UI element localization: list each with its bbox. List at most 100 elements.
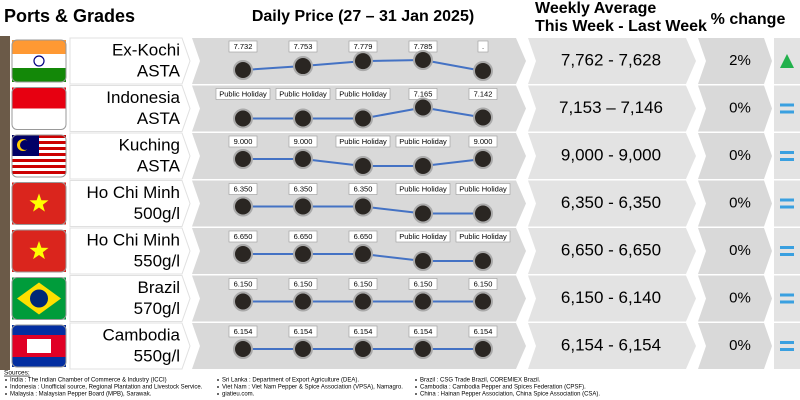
price-label-box <box>228 183 258 195</box>
row: Kuching ASTA 9.000 9.000 Public Holiday Publi… <box>11 132 800 180</box>
flag <box>12 40 66 82</box>
source-line: Sri Lanka : Department of Export Agricul… <box>222 378 359 384</box>
row-bg <box>774 323 800 369</box>
bullet <box>5 379 7 381</box>
row-bg <box>698 133 772 179</box>
bullet <box>415 393 417 395</box>
flag-wheel <box>33 55 45 67</box>
price-dot <box>233 244 253 264</box>
price-label: 6.154 <box>234 327 253 336</box>
percent-change: 0% <box>729 194 751 211</box>
price-label: 6.154 <box>294 327 313 336</box>
weekly-average: 6,650 - 6,650 <box>561 240 661 259</box>
weekly-average: 7,153 – 7,146 <box>559 98 663 117</box>
flag-band <box>12 54 66 68</box>
flag-band <box>12 108 66 130</box>
row-bg <box>528 85 696 132</box>
price-label-box <box>455 183 511 195</box>
row-bg <box>698 180 772 227</box>
row-bg <box>69 180 191 227</box>
row-bg <box>528 133 696 179</box>
row: Ex-Kochi ASTA 7.732 7.753 7.779 7.785. 7,762 -… <box>11 37 800 85</box>
price-label-box <box>288 183 318 195</box>
trend-equal <box>780 246 794 249</box>
price-dot <box>473 251 493 271</box>
port-name: Indonesia <box>106 88 180 107</box>
percent-change: 0% <box>729 242 751 259</box>
bullet <box>217 393 219 395</box>
source-line: China : Hainan Pepper Association, China… <box>420 392 600 398</box>
percent-change: 0% <box>729 147 751 164</box>
row-bg <box>774 275 800 322</box>
price-dot <box>413 339 433 359</box>
bullet <box>217 386 219 388</box>
price-dot <box>353 156 373 176</box>
price-label-box <box>468 88 498 100</box>
price-label: 7.142 <box>474 89 493 98</box>
price-dot <box>293 149 313 169</box>
price-label: Public Holiday <box>219 89 267 98</box>
price-label: 6.154 <box>474 327 493 336</box>
row-bg <box>69 132 191 180</box>
source-line: Indonesia : Unofficial source, Regional … <box>10 385 203 391</box>
trend-equal <box>780 198 794 202</box>
price-label: 7.785 <box>414 42 433 51</box>
price-label-box <box>348 325 378 338</box>
grade: ASTA <box>137 156 181 175</box>
price-dot <box>413 203 433 224</box>
weekly-average: 6,154 - 6,154 <box>561 335 661 354</box>
price-label-box <box>275 88 331 100</box>
flag-star <box>29 241 49 260</box>
grade: ASTA <box>137 109 181 128</box>
price-label: 6.150 <box>474 279 493 288</box>
port-name: Ho Chi Minh <box>86 183 180 202</box>
price-dot <box>233 291 253 312</box>
price-label: Public Holiday <box>399 232 447 241</box>
price-dot <box>293 339 313 359</box>
price-dot <box>233 149 253 169</box>
source-line: Malaysia : Malaysian Pepper Board (MPB),… <box>10 392 152 398</box>
grade: 500g/l <box>134 204 180 223</box>
row: Ho Chi Minh 550g/l 6.650 6.650 6.650 Public H… <box>11 227 800 275</box>
flag <box>12 325 66 367</box>
flag-globe <box>30 289 48 308</box>
price-dot <box>353 108 373 129</box>
price-dot <box>293 244 313 264</box>
trend-equal <box>780 103 794 107</box>
price-dot <box>413 156 433 176</box>
grade: ASTA <box>137 61 181 80</box>
flag-band <box>12 171 66 174</box>
trend-equal <box>780 158 794 161</box>
header-change: % change <box>711 11 786 28</box>
price-dot <box>473 203 493 224</box>
row-bg <box>528 38 696 84</box>
percent-change: 2% <box>729 52 751 69</box>
percent-change: 0% <box>729 99 751 116</box>
price-label-box <box>228 230 258 243</box>
port-name: Ex-Kochi <box>112 40 180 59</box>
price-dot <box>233 339 253 359</box>
port-name: Cambodia <box>103 325 181 344</box>
price-label-box <box>395 135 451 148</box>
price-label: . <box>482 42 484 51</box>
price-label: 6.350 <box>354 184 373 193</box>
price-label: Public Holiday <box>399 184 447 193</box>
source-line: India : The Indian Chamber of Commerce &… <box>10 378 167 384</box>
price-label-box <box>288 135 318 148</box>
trend-equal <box>780 205 794 209</box>
price-dot <box>353 196 373 217</box>
port-name: Kuching <box>119 135 180 154</box>
price-dot <box>473 107 493 128</box>
price-label-box <box>468 135 498 148</box>
row-bg <box>774 85 800 132</box>
row-bg <box>774 180 800 227</box>
price-label-box <box>288 278 318 290</box>
price-label: 7.165 <box>414 89 433 98</box>
flag-frame <box>11 229 67 273</box>
weekly-average: 7,762 - 7,628 <box>561 50 661 69</box>
header-ports: Ports & Grades <box>4 6 135 26</box>
trend-equal <box>780 300 794 304</box>
price-label: Public Holiday <box>339 89 387 98</box>
flag <box>12 230 66 272</box>
